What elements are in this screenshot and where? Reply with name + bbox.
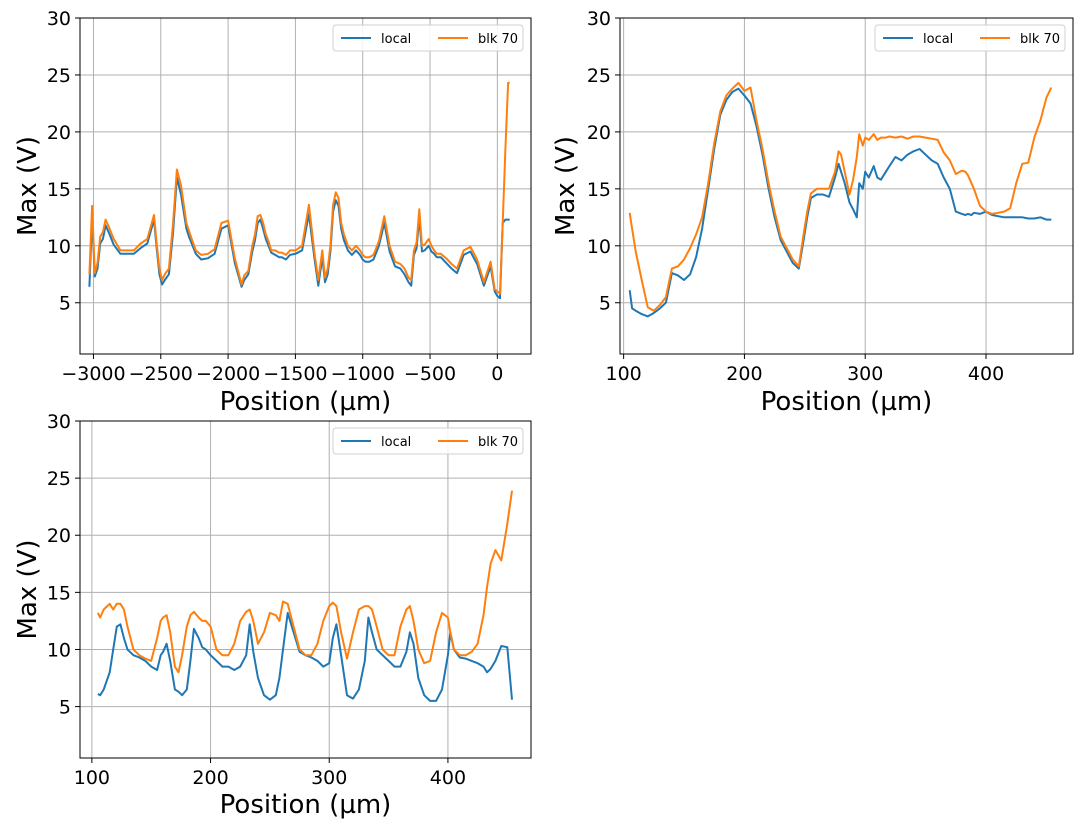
legend-label: local	[381, 435, 411, 450]
legend-label: local	[923, 32, 953, 47]
y-tick-label: 15	[47, 582, 71, 604]
series-line-blk70	[628, 81, 1053, 312]
y-tick-label: 15	[47, 179, 71, 201]
legend: local blk 70	[332, 24, 524, 52]
x-axis-label: Position (µm)	[220, 790, 392, 820]
legend: local blk 70	[874, 24, 1066, 52]
chart-panel-3: 100 200 300 400 5 10 15 20 25 30 Position (µm) Max …	[13, 411, 532, 820]
y-tick-label: 20	[47, 525, 71, 547]
x-tick-label: −500	[404, 363, 456, 385]
x-tick-label: 200	[726, 363, 762, 385]
y-tick-label: 5	[599, 293, 611, 315]
y-tick-label: 25	[587, 65, 611, 87]
x-tick-label: 100	[605, 363, 641, 385]
axes-frame	[619, 17, 1074, 355]
y-axis-label: Max (V)	[551, 136, 581, 236]
legend-label: local	[381, 32, 411, 47]
x-tick-label: 300	[311, 767, 347, 789]
legend: local blk 70	[332, 427, 524, 455]
x-tick-label: −3000	[61, 363, 125, 385]
series-line-blk70	[96, 490, 513, 674]
y-tick-label: 20	[47, 122, 71, 144]
legend-label: blk 70	[1020, 32, 1060, 47]
legend-box	[874, 24, 1066, 52]
x-tick-label: 400	[968, 363, 1004, 385]
axes-frame	[79, 17, 532, 355]
y-tick-label: 10	[47, 236, 71, 258]
x-tick-label: 0	[491, 363, 503, 385]
x-tick-label: 200	[192, 767, 228, 789]
x-tick-label: 400	[430, 767, 466, 789]
y-tick-label: 15	[587, 179, 611, 201]
x-tick-label: 100	[74, 767, 110, 789]
y-tick-label: 5	[59, 697, 71, 719]
y-axis-label: Max (V)	[13, 539, 43, 639]
y-axis-label: Max (V)	[13, 136, 43, 236]
legend-box	[332, 427, 524, 455]
x-tick-label: −1500	[263, 363, 327, 385]
chart-panel-1: −3000 −2500 −2000 −1500 −1000 −500 0 5 10 15 20 25 3…	[13, 8, 532, 417]
y-tick-label: 30	[587, 8, 611, 30]
x-axis-label: Position (µm)	[761, 387, 933, 417]
y-tick-label: 30	[47, 411, 71, 433]
x-tick-label: 300	[847, 363, 883, 385]
legend-box	[332, 24, 524, 52]
legend-label: blk 70	[478, 32, 518, 47]
y-tick-label: 30	[47, 8, 71, 30]
axes-frame	[79, 420, 532, 759]
y-tick-label: 10	[587, 236, 611, 258]
x-tick-label: −2000	[196, 363, 260, 385]
x-tick-label: −1000	[331, 363, 395, 385]
x-tick-label: −2500	[129, 363, 193, 385]
series-line-local	[88, 176, 510, 300]
series-line-blk70	[88, 81, 510, 295]
chart-panel-2: 100 200 300 400 5 10 15 20 25 30 Position (µm) Max …	[551, 8, 1074, 417]
series-line-local	[628, 87, 1052, 318]
y-tick-label: 10	[47, 639, 71, 661]
y-tick-label: 5	[59, 293, 71, 315]
legend-label: blk 70	[478, 435, 518, 450]
y-tick-label: 20	[587, 122, 611, 144]
y-tick-label: 25	[47, 65, 71, 87]
series-line-local	[97, 611, 513, 702]
y-tick-label: 25	[47, 468, 71, 490]
x-axis-label: Position (µm)	[220, 387, 392, 417]
